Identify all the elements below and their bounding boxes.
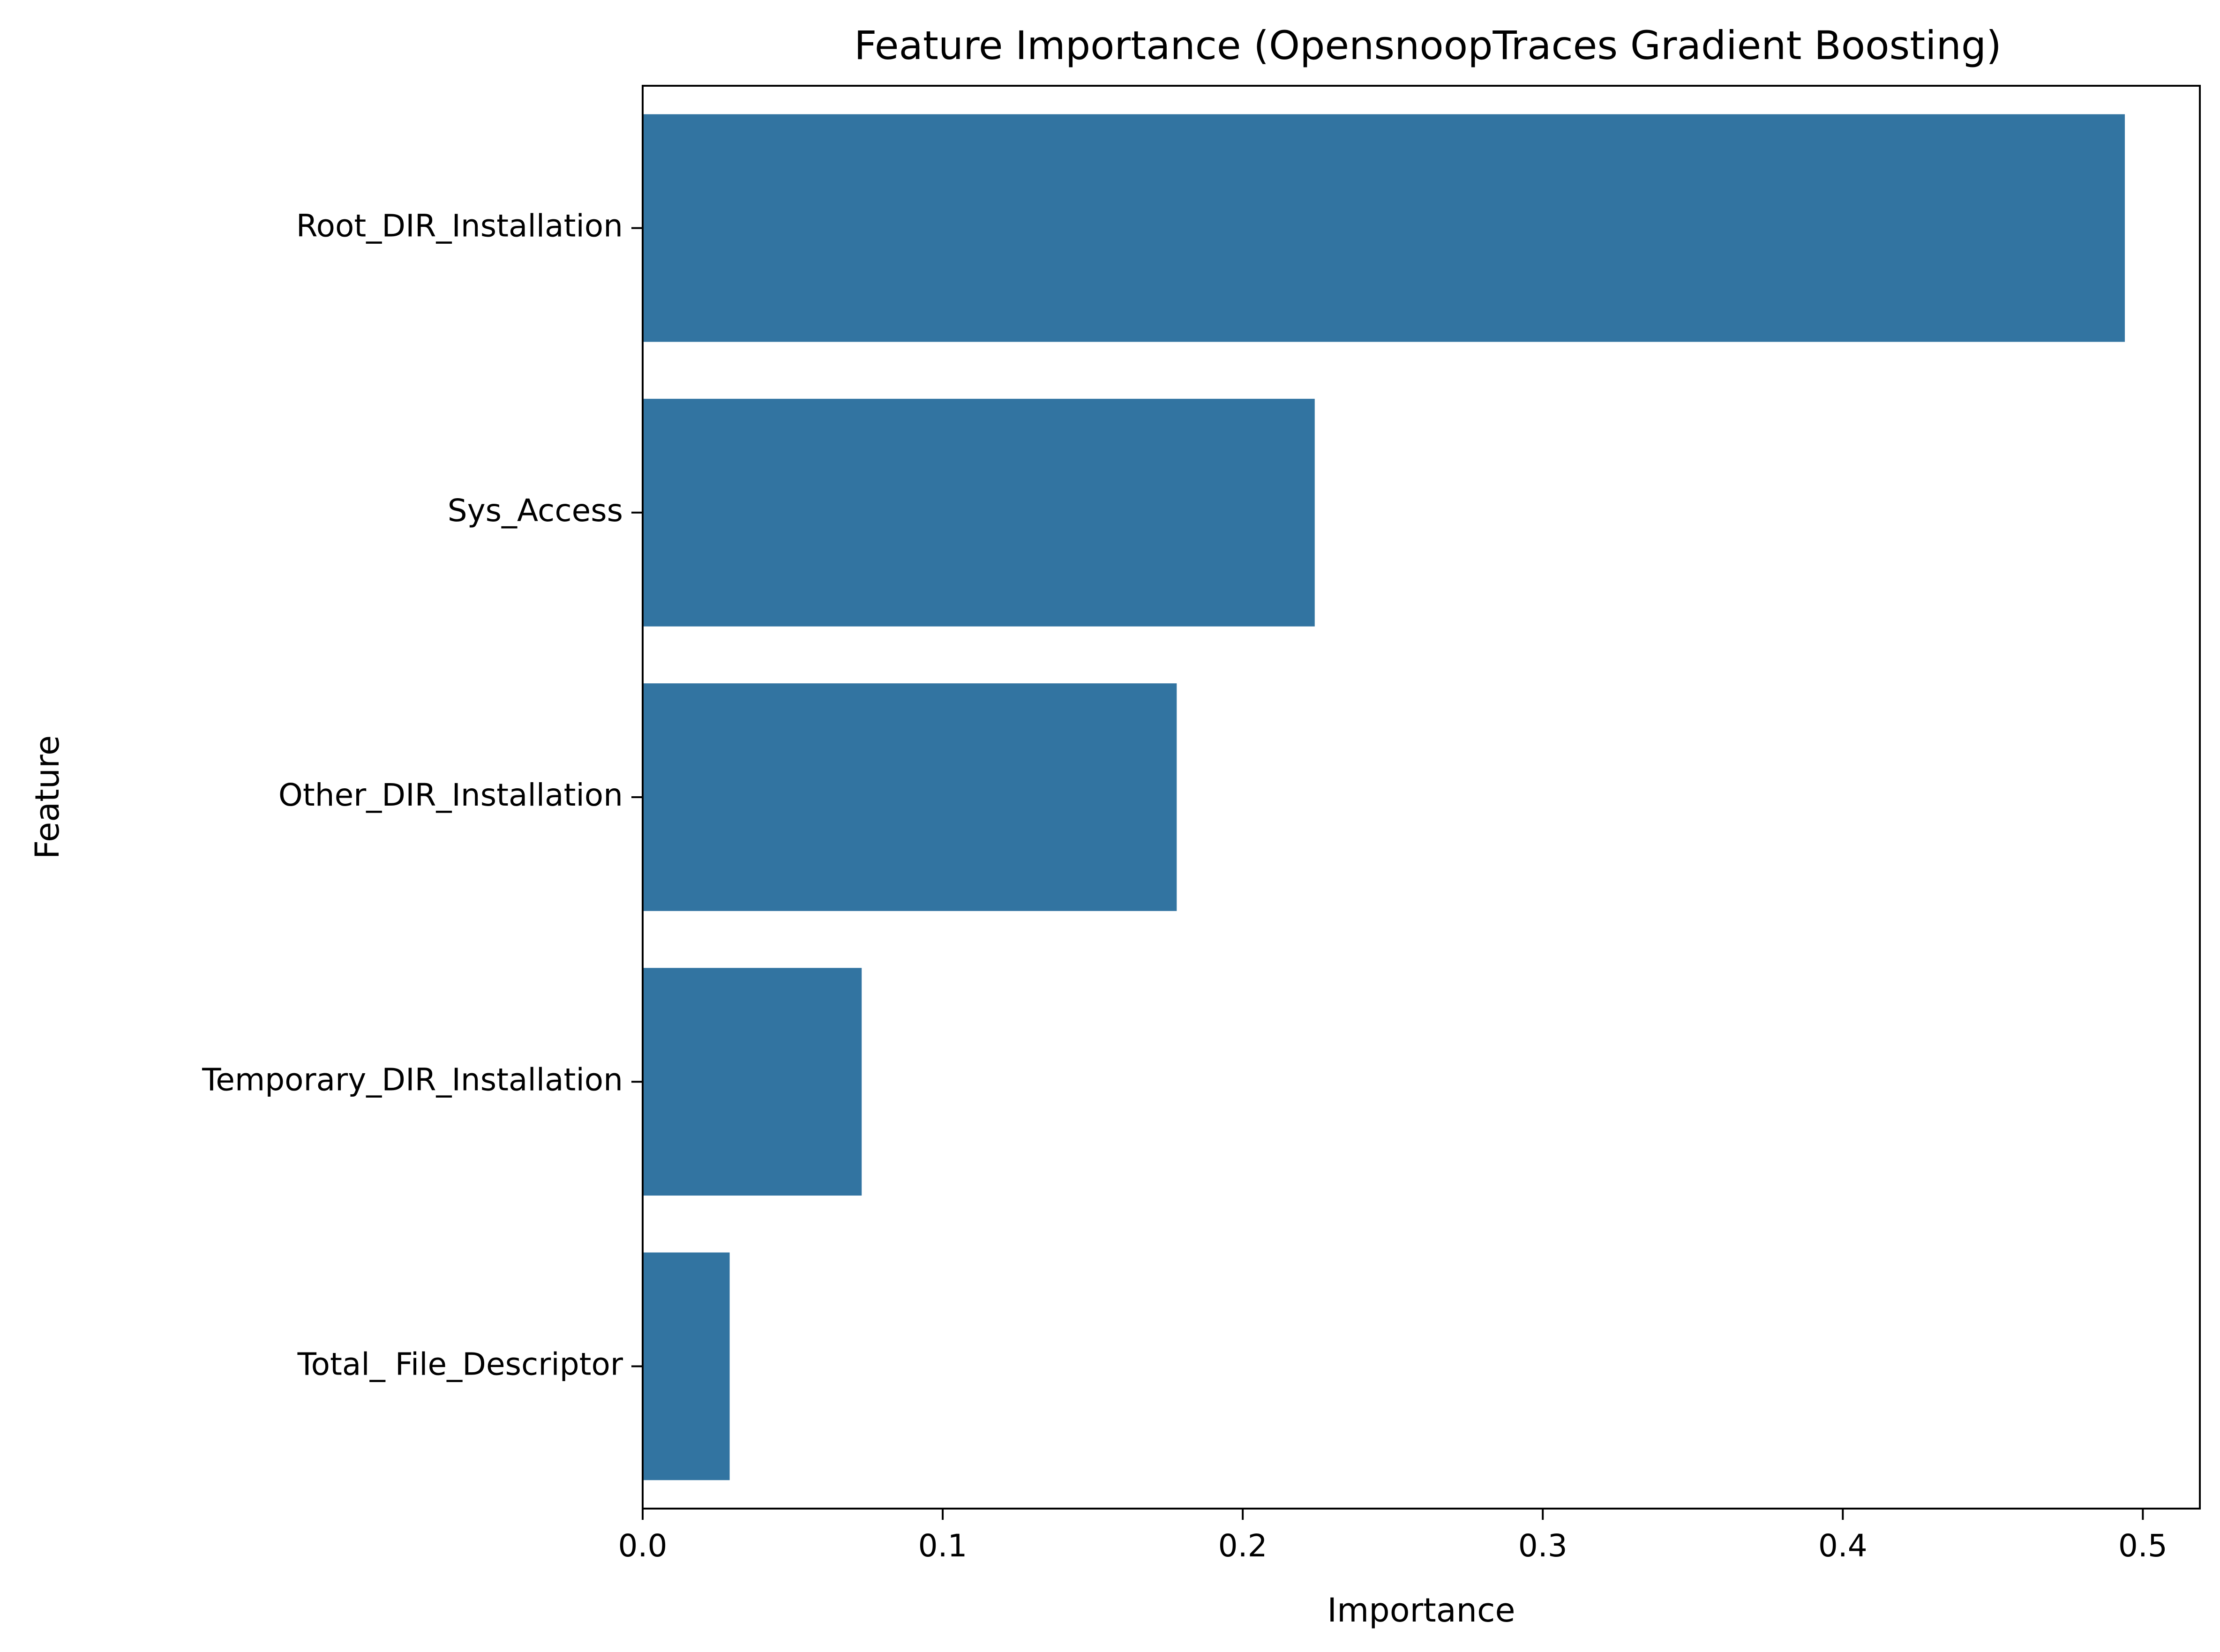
bar-1 <box>643 398 1315 627</box>
x-axis-title: Importance <box>1327 1591 1515 1630</box>
x-tick-label: 0.1 <box>918 1528 968 1564</box>
y-axis-ticks: Root_DIR_Installation Sys_Access Other_DIR… <box>202 208 643 1382</box>
x-tick-label: 0.4 <box>1818 1528 1868 1564</box>
x-tick-label: 0.0 <box>618 1528 668 1564</box>
bars-layer <box>643 114 2125 1480</box>
x-axis-ticks: 0.0 0.1 0.2 0.3 0.4 0.5 <box>618 1509 2168 1564</box>
y-tick-label: Root_DIR_Installation <box>296 208 623 244</box>
x-tick-label: 0.3 <box>1518 1528 1568 1564</box>
y-tick-label: Total_ File_Descriptor <box>297 1346 623 1382</box>
bar-3 <box>643 968 862 1196</box>
y-tick-label: Temporary_DIR_Installation <box>202 1061 623 1098</box>
x-tick-label: 0.5 <box>2118 1528 2168 1564</box>
y-tick-label: Other_DIR_Installation <box>278 777 623 813</box>
bar-2 <box>643 683 1177 911</box>
bar-0 <box>643 114 2125 342</box>
x-tick-label: 0.2 <box>1218 1528 1268 1564</box>
bar-4 <box>643 1252 730 1480</box>
chart-title: Feature Importance (OpensnoopTraces Grad… <box>854 22 2002 68</box>
plot-frame <box>642 85 2201 1510</box>
y-axis-title: Feature <box>28 735 67 860</box>
y-tick-label: Sys_Access <box>448 493 623 529</box>
